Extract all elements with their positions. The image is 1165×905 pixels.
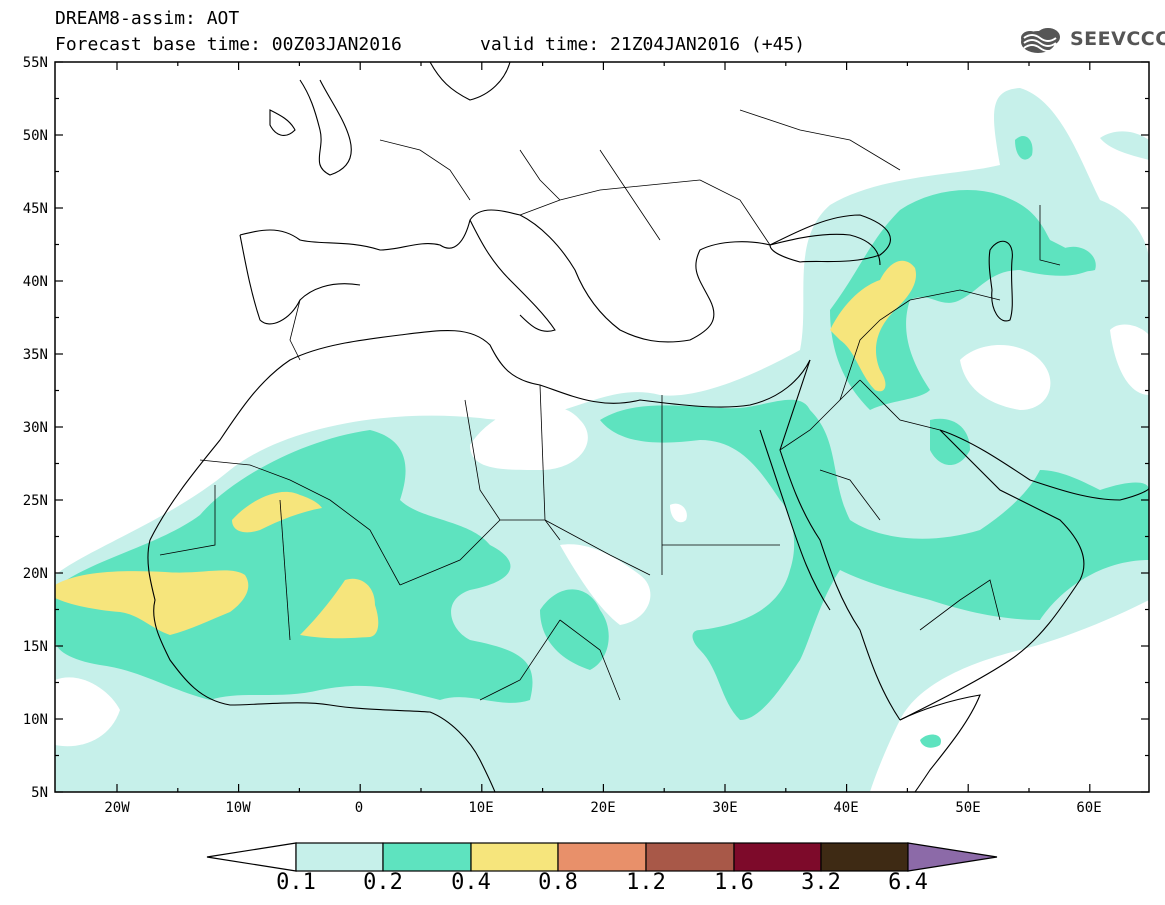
base-time-label: Forecast base time: 00Z03JAN2016 <box>55 34 402 55</box>
lat-label: 50N <box>22 128 48 144</box>
lon-label: 20W <box>104 800 130 816</box>
colorbar-high-arrow <box>907 842 998 872</box>
colorbar-label: 3.2 <box>801 870 841 895</box>
lat-label: 30N <box>22 420 48 436</box>
valid-time-label: valid time: 21Z04JAN2016 (+45) <box>480 34 806 55</box>
coastlines <box>147 62 1149 792</box>
lon-label: 30E <box>712 800 738 816</box>
lat-label: 20N <box>22 566 48 582</box>
lat-label: 35N <box>22 347 48 363</box>
seevccc-logo <box>1021 28 1060 53</box>
colorbar-box-03 <box>470 842 559 872</box>
colorbar-box-04 <box>557 842 647 872</box>
colorbar-box-07 <box>820 842 909 872</box>
lat-label: 15N <box>22 639 48 655</box>
colorbar-label: 0.2 <box>363 870 403 895</box>
lon-label: 60E <box>1076 800 1102 816</box>
level-04-field <box>55 260 916 639</box>
colorbar-box-05 <box>645 842 735 872</box>
lon-label: 20E <box>590 800 616 816</box>
colorbar-box-01 <box>295 842 384 872</box>
level-02-field <box>55 135 1149 748</box>
colorbar <box>206 842 998 872</box>
colorbar-box-06 <box>733 842 822 872</box>
colorbar-low-arrow <box>206 842 297 872</box>
lon-label: 10W <box>225 800 251 816</box>
lon-label: 10E <box>468 800 494 816</box>
axis-ticks <box>55 61 1149 793</box>
lat-label: 5N <box>31 785 48 801</box>
colorbar-label: 1.2 <box>626 870 666 895</box>
map-title: DREAM8-assim: AOT <box>55 8 240 29</box>
colorbar-label: 1.6 <box>714 870 754 895</box>
lat-label: 40N <box>22 274 48 290</box>
aot-field <box>55 88 1149 792</box>
colorbar-label: 0.4 <box>451 870 491 895</box>
colorbar-box-02 <box>382 842 472 872</box>
lat-label: 25N <box>22 493 48 509</box>
low-value-areas <box>55 324 1149 747</box>
lon-label: 0 <box>354 800 364 816</box>
colorbar-label: 0.8 <box>538 870 578 895</box>
lat-label: 10N <box>22 712 48 728</box>
colorbar-label: 0.1 <box>276 870 316 895</box>
logo-text: SEEVCCC <box>1070 28 1165 50</box>
lon-label: 40E <box>833 800 859 816</box>
country-borders <box>159 109 1061 701</box>
lat-label: 55N <box>22 55 48 71</box>
colorbar-label: 6.4 <box>888 870 928 895</box>
lon-label: 50E <box>955 800 981 816</box>
lat-label: 45N <box>22 201 48 217</box>
